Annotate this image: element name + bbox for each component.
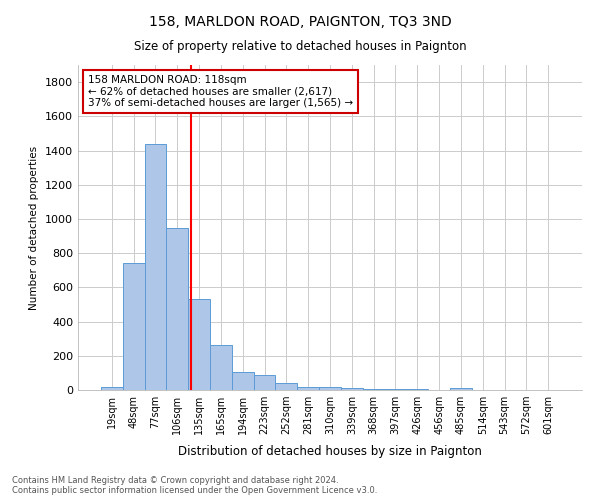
Text: 158, MARLDON ROAD, PAIGNTON, TQ3 3ND: 158, MARLDON ROAD, PAIGNTON, TQ3 3ND: [149, 15, 451, 29]
Bar: [341, 388, 363, 390]
Y-axis label: Number of detached properties: Number of detached properties: [29, 146, 40, 310]
Bar: [275, 383, 297, 390]
Bar: [232, 372, 254, 390]
Text: Size of property relative to detached houses in Paignton: Size of property relative to detached ho…: [134, 40, 466, 53]
Bar: [123, 264, 145, 390]
Bar: [145, 144, 166, 390]
Bar: [297, 386, 319, 390]
Bar: [254, 374, 275, 390]
Text: 158 MARLDON ROAD: 118sqm
← 62% of detached houses are smaller (2,617)
37% of sem: 158 MARLDON ROAD: 118sqm ← 62% of detach…: [88, 74, 353, 108]
Bar: [166, 228, 188, 390]
Bar: [319, 388, 341, 390]
Bar: [363, 389, 385, 390]
Bar: [450, 388, 472, 390]
Bar: [188, 300, 210, 390]
Bar: [210, 344, 232, 390]
X-axis label: Distribution of detached houses by size in Paignton: Distribution of detached houses by size …: [178, 446, 482, 458]
Bar: [101, 386, 123, 390]
Bar: [385, 389, 406, 390]
Text: Contains HM Land Registry data © Crown copyright and database right 2024.
Contai: Contains HM Land Registry data © Crown c…: [12, 476, 377, 495]
